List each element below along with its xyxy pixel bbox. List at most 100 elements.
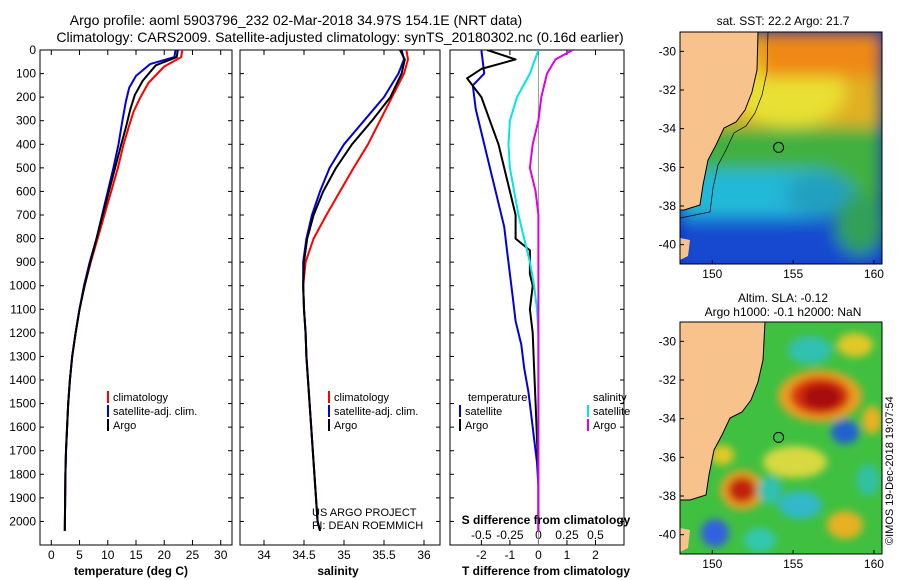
sla-anomaly [701,519,729,547]
x-tick-label: 0 [535,548,542,562]
t-difference-axis-label: T difference from climatology [462,564,630,578]
map-x-tick-label: 150 [702,557,722,571]
temperature-axis-label: temperature (deg C) [74,564,188,578]
salinity-x-axis: 34 34.5 35 35.5 36 [257,50,431,562]
map-y-tick-label: -34 [659,122,677,136]
depth-tick-label: 1500 [9,397,36,411]
x-tick-label: 20 [158,548,172,562]
sla-field [701,333,882,552]
sla-anomaly [778,491,822,519]
legend-t-satellite: satellite [465,406,502,418]
sla-map-title-1: Altim. SLA: -0.12 [738,291,828,305]
depth-axis: 0 100 200 300 400 500 600 700 800 900 1000 1100 1200… [9,43,624,528]
sla-land [680,322,765,500]
map-y-tick-label: -30 [659,44,677,58]
map-x-tick-label: 155 [783,267,803,281]
depth-tick-label: 1200 [9,326,36,340]
temperature-x-axis: 0 5 10 15 20 25 30 [48,50,228,562]
depth-tick-label: 1300 [9,349,36,363]
x-tick-label: -2 [476,548,487,562]
difference-series [466,50,574,531]
x-tick-label: 30 [214,548,228,562]
x-tick-label: -1 [505,548,516,562]
sst-map-axes: 150 155 160 -30 -32 -34 -36 -38 -40 [659,44,885,281]
x-tick-label: 35 [337,548,351,562]
s-difference-x-axis: -0.5 -0.25 0 0.25 0.5 [471,528,604,542]
map-x-tick-label: 160 [864,557,884,571]
sst-argo-marker [773,141,785,153]
t-difference-x-axis: -2 -1 0 1 2 [476,50,599,562]
depth-tick-label: 500 [16,161,36,175]
legend-satellite: satellite-adj. clim. [334,406,418,418]
depth-tick-label: 1400 [9,373,36,387]
sla-map-title-2: Argo h1000: -0.1 h2000: NaN [705,305,862,319]
sst-map-frame [679,31,883,265]
map-x-tick-label: 160 [864,267,884,281]
salinity-axis-label: salinity [317,564,359,578]
sla-anomaly [744,528,776,552]
sla-map [680,322,882,554]
map-y-tick-label: -38 [659,489,677,503]
sst-shelf-contour [680,32,769,219]
difference-plot-frame [449,49,625,546]
legend-s-argo: Argo [593,420,616,432]
x-tick-label: 10 [101,548,115,562]
sla-anomaly [710,445,734,465]
sla-anomaly [856,464,880,496]
series-line-t-satellite [471,50,540,531]
series-line-s-argo [528,50,574,531]
depth-tick-label: 1700 [9,444,36,458]
s-tick-label: 0.25 [555,528,579,542]
sst-blob-teal [785,173,855,217]
series-line-satellite-adj-clim- [302,50,405,532]
series-line-s-satellite [507,50,540,531]
legend-t-argo: Argo [465,420,488,432]
x-tick-label: 25 [186,548,200,562]
sla-map-axes: 150 155 160 -30 -32 -34 -36 -38 -40 [659,334,885,571]
sst-map-title: sat. SST: 22.2 Argo: 21.7 [717,14,850,28]
depth-tick-label: 0 [29,43,36,57]
s-tick-label: -0.5 [471,528,492,542]
map-y-tick-label: -30 [659,334,677,348]
sla-anomaly [837,333,873,357]
map-y-tick-label: -40 [659,238,677,252]
x-tick-label: 35.5 [372,548,396,562]
credit-pi: PI: DEAN ROEMMICH [312,520,423,532]
map-y-tick-label: -32 [659,83,677,97]
sla-anomaly [763,446,827,478]
sst-map [680,32,882,264]
s-difference-axis-label: S difference from climatology [462,513,631,527]
map-y-tick-label: -34 [659,412,677,426]
credit-project: US ARGO PROJECT [312,507,417,519]
series-line-climatology [302,50,409,532]
difference-legend: temperature satellite Argo salinity sate… [459,392,630,432]
x-tick-label: 34 [257,548,271,562]
sla-anomaly [758,476,782,504]
depth-tick-label: 600 [16,184,36,198]
sla-anomaly [831,420,859,444]
depth-tick-label: 1000 [9,279,36,293]
legend-s-satellite: satellite [593,406,630,418]
legend-temperature-title: temperature [468,392,527,404]
legend-climatology: climatology [113,392,169,404]
map-y-tick-label: -32 [659,373,677,387]
sla-map-frame [679,321,883,555]
series-line-argo [302,50,406,532]
temperature-legend: climatology satellite-adj. clim. Argo [107,391,197,432]
map-y-tick-label: -36 [659,160,677,174]
depth-tick-label: 300 [16,114,36,128]
series-line-satellite-adj-clim- [63,50,177,531]
legend-salinity-title: salinity [593,392,627,404]
salinity-plot-frame [239,49,441,546]
sla-land-south [680,528,690,552]
timestamp: ©IMOS 19-Dec-2018 19:07:54 [884,396,896,545]
temperature-plot-frame [39,49,233,546]
x-tick-label: 34.5 [292,548,316,562]
sst-band-orange [760,32,882,77]
sla-anomaly [862,406,882,434]
title-line-2: Climatology: CARS2009. Satellite-adjuste… [56,29,623,45]
map-y-tick-label: -40 [659,528,677,542]
depth-tick-label: 200 [16,90,36,104]
legend-satellite: satellite-adj. clim. [113,406,197,418]
depth-tick-label: 1900 [9,491,36,505]
